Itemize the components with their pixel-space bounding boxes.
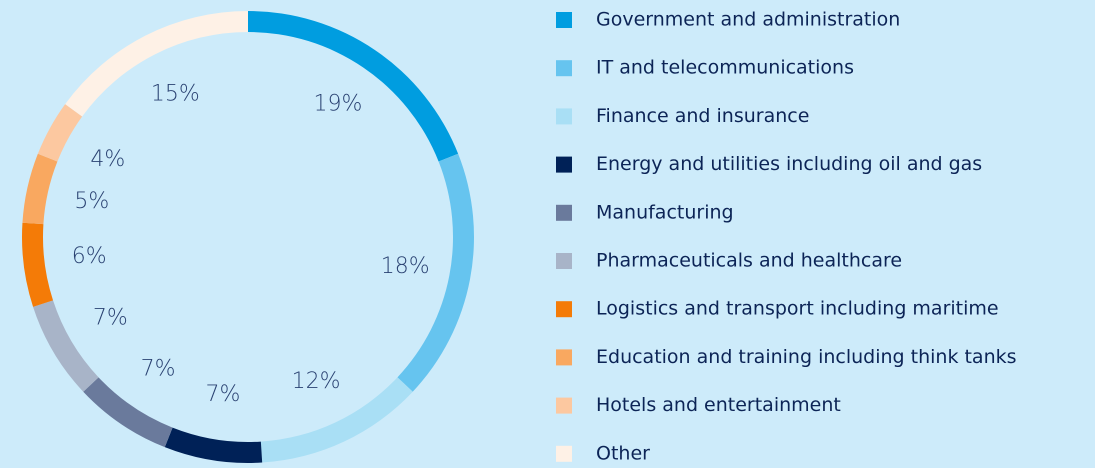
data-label: 12% [292, 369, 341, 394]
legend-label: IT and telecommunications [596, 57, 854, 79]
legend-label: Other [596, 442, 650, 464]
legend-swatch [556, 12, 572, 28]
donut-slice [37, 104, 83, 162]
data-label: 7% [206, 382, 241, 407]
data-label: 15% [151, 81, 200, 106]
data-label: 5% [74, 189, 109, 214]
data-label: 7% [93, 305, 128, 330]
donut-slice [83, 377, 173, 448]
data-label: 19% [313, 92, 362, 117]
legend-label: Logistics and transport including mariti… [596, 298, 999, 320]
legend-swatch [556, 253, 572, 269]
donut-slice [260, 377, 413, 463]
donut-slice [248, 11, 459, 162]
legend-label: Education and training including think t… [596, 346, 1017, 368]
legend-swatch [556, 108, 572, 125]
donut-slice [22, 153, 58, 225]
legend-label: Energy and utilities including oil and g… [596, 153, 982, 175]
legend-swatch [556, 445, 572, 462]
legend-swatch [556, 397, 572, 414]
legend-label: Hotels and entertainment [596, 394, 841, 416]
donut-slice [33, 300, 99, 392]
data-label: 7% [141, 356, 176, 381]
legend-swatch [556, 349, 572, 366]
legend-swatch [556, 156, 572, 173]
legend-swatch [556, 204, 572, 221]
legend-label: Government and administration [596, 9, 900, 31]
legend-swatch [556, 60, 572, 77]
data-label: 6% [72, 244, 107, 269]
legend-label: Manufacturing [596, 201, 734, 223]
legend-swatch [556, 301, 572, 318]
donut-slice [21, 222, 54, 307]
legend-label: Pharmaceuticals and healthcare [596, 250, 902, 272]
legend-label: Finance and insurance [596, 105, 809, 127]
data-label: 4% [90, 147, 125, 172]
donut-slice [65, 11, 248, 117]
donut-slice [164, 427, 263, 463]
donut-slice [397, 153, 474, 392]
data-label: 18% [381, 254, 430, 279]
